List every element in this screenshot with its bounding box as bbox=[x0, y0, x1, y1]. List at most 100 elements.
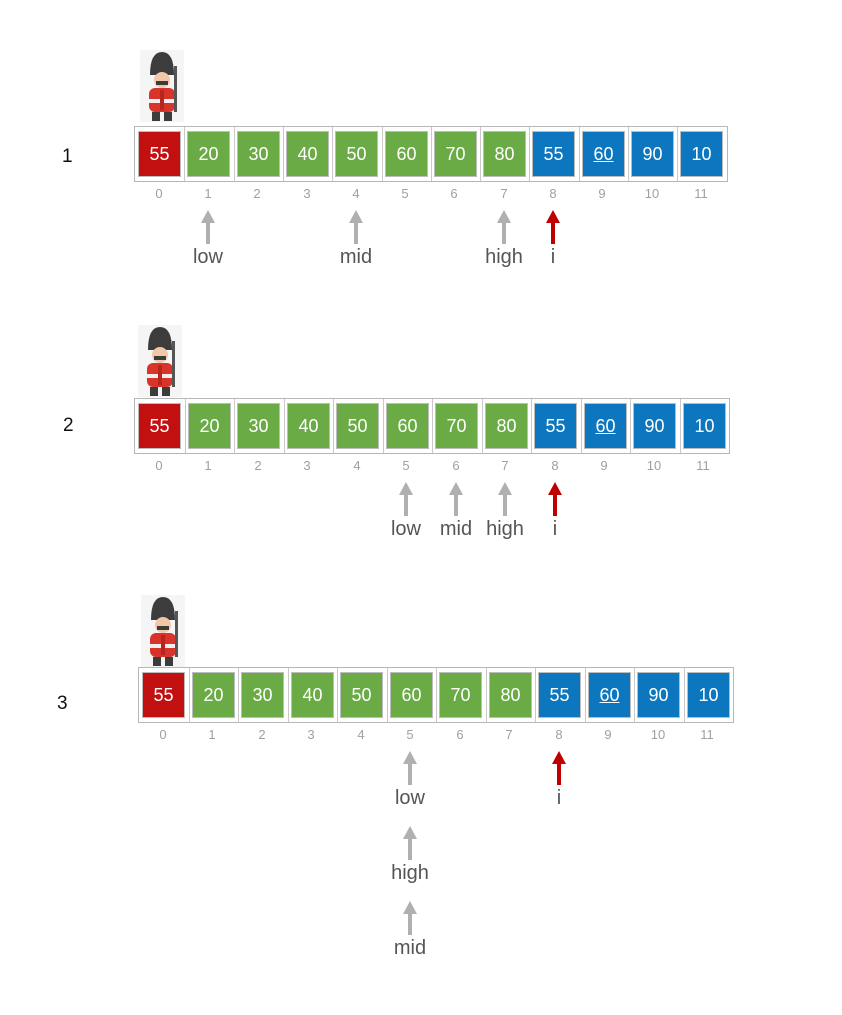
guard-figure bbox=[138, 325, 182, 402]
pointer-low: low bbox=[168, 210, 248, 269]
red-arrow-up-icon bbox=[513, 210, 593, 244]
index-label: 8 bbox=[551, 458, 559, 473]
cell-divider bbox=[531, 399, 532, 453]
cell-divider bbox=[684, 668, 685, 722]
guard-icon bbox=[138, 325, 182, 397]
index-label: 7 bbox=[501, 458, 509, 473]
cell-divider bbox=[585, 668, 586, 722]
cell-value: 90 bbox=[648, 685, 669, 705]
index-label: 11 bbox=[694, 186, 708, 201]
index-label: 3 bbox=[307, 727, 315, 742]
pointer-mid: mid bbox=[316, 210, 396, 269]
array-cell: 50 bbox=[336, 403, 379, 449]
index-label: 4 bbox=[352, 186, 360, 201]
array-cell: 90 bbox=[637, 672, 680, 718]
cell-divider bbox=[382, 127, 383, 181]
cell-value: 50 bbox=[351, 685, 372, 705]
gray-arrow-up-icon bbox=[316, 210, 396, 244]
cell-divider bbox=[189, 668, 190, 722]
array-cell: 70 bbox=[439, 672, 482, 718]
array-cell: 60 bbox=[385, 131, 428, 177]
index-label: 2 bbox=[258, 727, 266, 742]
index-label: 0 bbox=[155, 186, 163, 201]
index-label: 8 bbox=[549, 186, 557, 201]
red-arrow-up-icon bbox=[519, 751, 599, 785]
cell-divider bbox=[238, 668, 239, 722]
cell-value: 70 bbox=[446, 416, 467, 436]
array-cell: 80 bbox=[485, 403, 528, 449]
index-label: 4 bbox=[353, 458, 361, 473]
index-label: 0 bbox=[159, 727, 167, 742]
cell-divider bbox=[480, 127, 481, 181]
index-label: 5 bbox=[406, 727, 414, 742]
pointer-label: i bbox=[550, 246, 556, 268]
cell-value: 30 bbox=[252, 685, 273, 705]
cell-divider bbox=[431, 127, 432, 181]
cell-divider bbox=[234, 127, 235, 181]
cell-value: 30 bbox=[248, 144, 269, 164]
array-cell: 80 bbox=[483, 131, 526, 177]
index-label: 2 bbox=[253, 186, 261, 201]
index-label: 11 bbox=[696, 458, 710, 473]
pointer-i: i bbox=[515, 482, 595, 541]
array-cell: 30 bbox=[237, 131, 280, 177]
cell-value: 40 bbox=[298, 416, 319, 436]
index-label: 6 bbox=[456, 727, 464, 742]
cell-value: 70 bbox=[450, 685, 471, 705]
pointer-mid: mid bbox=[370, 901, 450, 960]
array-cell: 55 bbox=[538, 672, 581, 718]
cell-divider bbox=[482, 399, 483, 453]
array-cell: 60 bbox=[390, 672, 433, 718]
gray-arrow-up-icon bbox=[366, 482, 446, 516]
guard-figure bbox=[140, 50, 184, 127]
index-label: 2 bbox=[254, 458, 262, 473]
array-cell: 50 bbox=[335, 131, 378, 177]
pointer-label: low bbox=[394, 787, 425, 809]
cell-divider bbox=[581, 399, 582, 453]
index-label: 11 bbox=[700, 727, 714, 742]
cell-divider bbox=[630, 399, 631, 453]
cell-divider bbox=[184, 127, 185, 181]
index-label: 7 bbox=[500, 186, 508, 201]
array-cell: 30 bbox=[241, 672, 284, 718]
pointer-label: mid bbox=[393, 937, 427, 959]
index-label: 5 bbox=[402, 458, 410, 473]
pointer-label: mid bbox=[439, 518, 473, 540]
cell-divider bbox=[332, 127, 333, 181]
array-cell: 40 bbox=[287, 403, 330, 449]
cell-value: 60 bbox=[396, 144, 417, 164]
cell-divider bbox=[628, 127, 629, 181]
cell-value: 10 bbox=[698, 685, 719, 705]
step-number: 3 bbox=[57, 693, 68, 714]
array-cell: 80 bbox=[489, 672, 532, 718]
index-label: 5 bbox=[401, 186, 409, 201]
cell-divider bbox=[383, 399, 384, 453]
pointer-high: high bbox=[464, 210, 544, 269]
guard-icon bbox=[140, 50, 184, 122]
cell-value: 70 bbox=[445, 144, 466, 164]
cell-value: 60 bbox=[401, 685, 422, 705]
array-cell: 40 bbox=[286, 131, 329, 177]
pointer-label: low bbox=[192, 246, 223, 268]
pointer-label: low bbox=[390, 518, 421, 540]
gray-arrow-up-icon bbox=[370, 751, 450, 785]
index-label: 3 bbox=[303, 458, 311, 473]
array-cell: 55 bbox=[142, 672, 185, 718]
gray-arrow-up-icon bbox=[168, 210, 248, 244]
cell-value: 60 bbox=[599, 685, 620, 705]
array-cell: 60 bbox=[584, 403, 627, 449]
array-cell: 55 bbox=[532, 131, 575, 177]
array-cell: 20 bbox=[192, 672, 235, 718]
array-cell: 10 bbox=[680, 131, 723, 177]
cell-value: 60 bbox=[593, 144, 614, 164]
index-label: 9 bbox=[600, 458, 608, 473]
cell-divider bbox=[680, 399, 681, 453]
array-cell: 40 bbox=[291, 672, 334, 718]
index-label: 8 bbox=[555, 727, 563, 742]
gray-arrow-up-icon bbox=[370, 826, 450, 860]
cell-value: 80 bbox=[494, 144, 515, 164]
pointer-label: high bbox=[485, 246, 523, 268]
pointer-low: low bbox=[366, 482, 446, 541]
cell-value: 55 bbox=[149, 144, 170, 164]
guard-icon bbox=[141, 595, 185, 667]
